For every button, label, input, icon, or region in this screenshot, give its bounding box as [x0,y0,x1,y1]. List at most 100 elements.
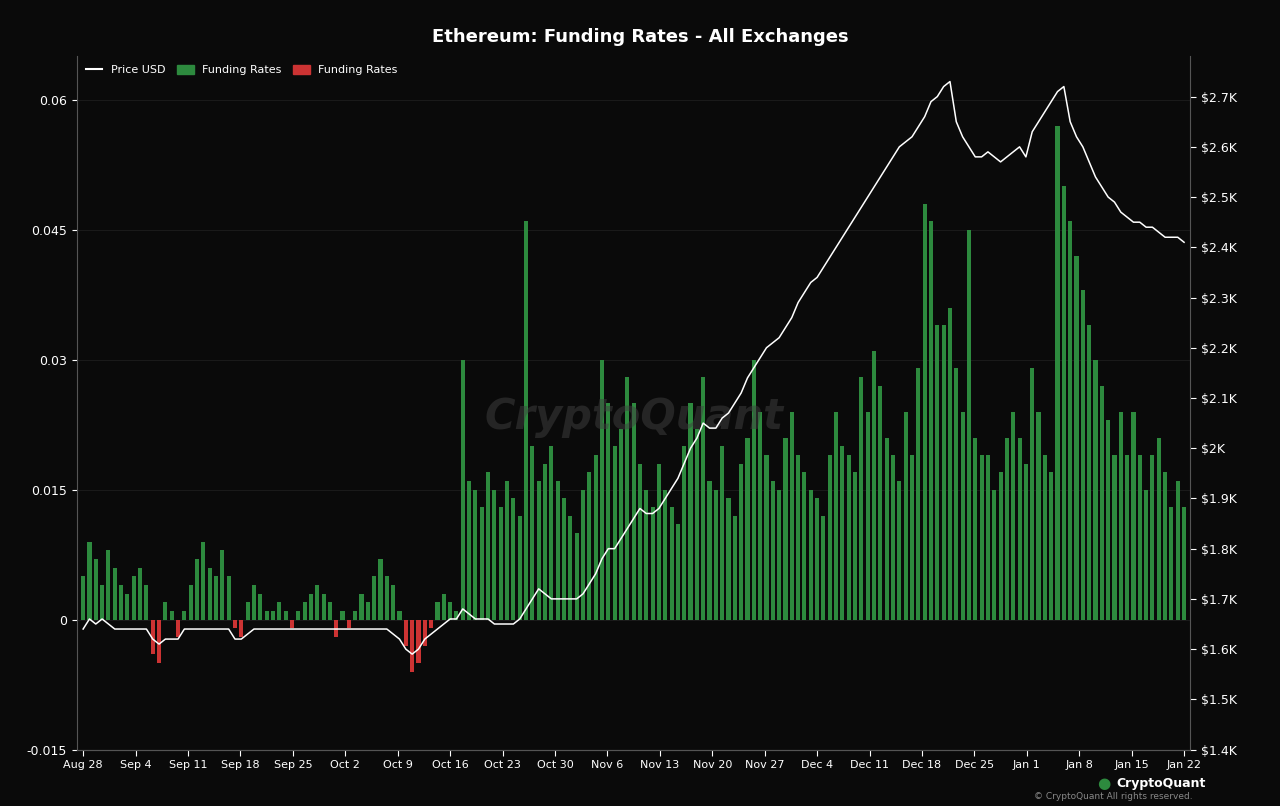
Bar [302,602,307,620]
Bar [214,576,218,620]
Bar [613,447,617,620]
Bar [265,611,269,620]
Text: Ethereum: Funding Rates - All Exchanges: Ethereum: Funding Rates - All Exchanges [431,28,849,46]
Bar [1043,455,1047,620]
Bar [727,498,731,620]
Bar [1164,472,1167,620]
Bar [1030,368,1034,620]
Bar [815,498,819,620]
Bar [321,593,325,620]
Bar [966,230,972,620]
Bar [246,602,250,620]
Bar [347,620,351,629]
Bar [620,429,623,620]
Bar [524,221,529,620]
Bar [207,567,211,620]
Bar [517,516,522,620]
Bar [714,489,718,620]
Bar [657,463,660,620]
Bar [751,359,756,620]
Bar [403,620,408,646]
Bar [916,368,920,620]
Bar [1011,412,1015,620]
Bar [201,542,205,620]
Bar [461,359,465,620]
Bar [891,455,895,620]
Bar [897,481,901,620]
Bar [708,481,712,620]
Bar [360,593,364,620]
Bar [852,472,858,620]
Bar [745,438,750,620]
Bar [81,576,86,620]
Bar [379,559,383,620]
Bar [125,593,129,620]
Bar [676,525,680,620]
Bar [435,602,439,620]
Bar [575,533,579,620]
Bar [689,403,692,620]
Text: CryptoQuant: CryptoQuant [1116,777,1206,790]
Bar [790,412,794,620]
Bar [562,498,566,620]
Bar [119,585,123,620]
Bar [923,204,927,620]
Bar [1100,385,1103,620]
Bar [764,455,768,620]
Text: CryptoQuant: CryptoQuant [484,396,783,438]
Bar [568,516,572,620]
Bar [271,611,275,620]
Bar [289,620,294,629]
Bar [732,516,737,620]
Text: ●: ● [1097,776,1110,791]
Bar [549,447,553,620]
Bar [499,507,503,620]
Bar [467,481,471,620]
Bar [188,585,193,620]
Bar [878,385,882,620]
Bar [157,620,161,663]
Bar [442,593,445,620]
Bar [410,620,415,671]
Bar [1151,455,1155,620]
Bar [1093,359,1097,620]
Bar [1157,438,1161,620]
Bar [506,481,509,620]
Bar [650,507,654,620]
Bar [493,489,497,620]
Bar [1138,455,1142,620]
Bar [954,368,959,620]
Bar [865,412,870,620]
Bar [803,472,806,620]
Bar [259,593,262,620]
Bar [637,463,643,620]
Bar [151,620,155,654]
Bar [278,602,282,620]
Text: © CryptoQuant All rights reserved.: © CryptoQuant All rights reserved. [1034,791,1193,801]
Bar [669,507,673,620]
Bar [1181,507,1187,620]
Bar [227,576,230,620]
Bar [828,455,832,620]
Bar [625,377,630,620]
Bar [835,412,838,620]
Bar [543,463,547,620]
Bar [252,585,256,620]
Bar [454,611,458,620]
Bar [1087,325,1092,620]
Bar [884,438,888,620]
Bar [594,455,598,620]
Bar [353,611,357,620]
Bar [170,611,174,620]
Bar [397,611,402,620]
Bar [1144,489,1148,620]
Bar [904,412,908,620]
Bar [474,489,477,620]
Bar [315,585,319,620]
Bar [1018,438,1021,620]
Bar [948,308,952,620]
Bar [758,412,762,620]
Bar [682,447,686,620]
Bar [695,429,699,620]
Bar [175,620,180,637]
